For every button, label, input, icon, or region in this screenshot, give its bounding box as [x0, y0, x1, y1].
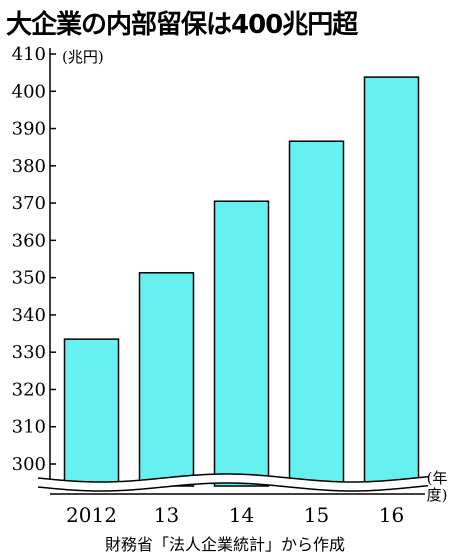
bar-14: [213, 200, 270, 487]
bar-2012: [63, 338, 120, 487]
y-tick-label-7: 370: [12, 193, 46, 214]
bar-16: [363, 76, 420, 487]
axis-break-line-bottom: [37, 482, 429, 492]
y-tick-label-2: 320: [12, 379, 46, 400]
y-tick-label-0: 300: [12, 454, 46, 475]
bar-15: [288, 140, 345, 487]
y-tick-label-8: 380: [12, 156, 46, 177]
x-tick-label-4: 16: [379, 503, 404, 527]
x-axis-label-text: 年度: [426, 469, 448, 504]
y-tick-label-1: 310: [12, 417, 46, 438]
y-axis-unit-label: (兆円): [62, 48, 104, 66]
y-tick-label-5: 350: [12, 268, 46, 289]
y-tick-label-6: 360: [12, 230, 46, 251]
x-tick-label-3: 15: [304, 503, 329, 527]
x-tick-label-2: 14: [229, 503, 254, 527]
y-tick-label-4: 340: [12, 305, 46, 326]
x-axis-unit-label: (年度): [426, 469, 448, 504]
source-note: 財務省「法人企業統計」から作成: [104, 535, 345, 554]
y-tick-label-3: 330: [12, 342, 46, 363]
x-tick-label-1: 13: [154, 503, 179, 527]
chart-title: 大企業の内部留保は400兆円超: [6, 10, 358, 40]
axis-break-line-top: [37, 473, 429, 483]
y-tick-label-11: 410: [12, 44, 46, 65]
y-tick-label-10: 400: [12, 81, 46, 102]
y-tick-label-9: 390: [12, 119, 46, 140]
bar-13: [138, 272, 195, 487]
x-tick-label-0: 2012: [66, 503, 117, 527]
